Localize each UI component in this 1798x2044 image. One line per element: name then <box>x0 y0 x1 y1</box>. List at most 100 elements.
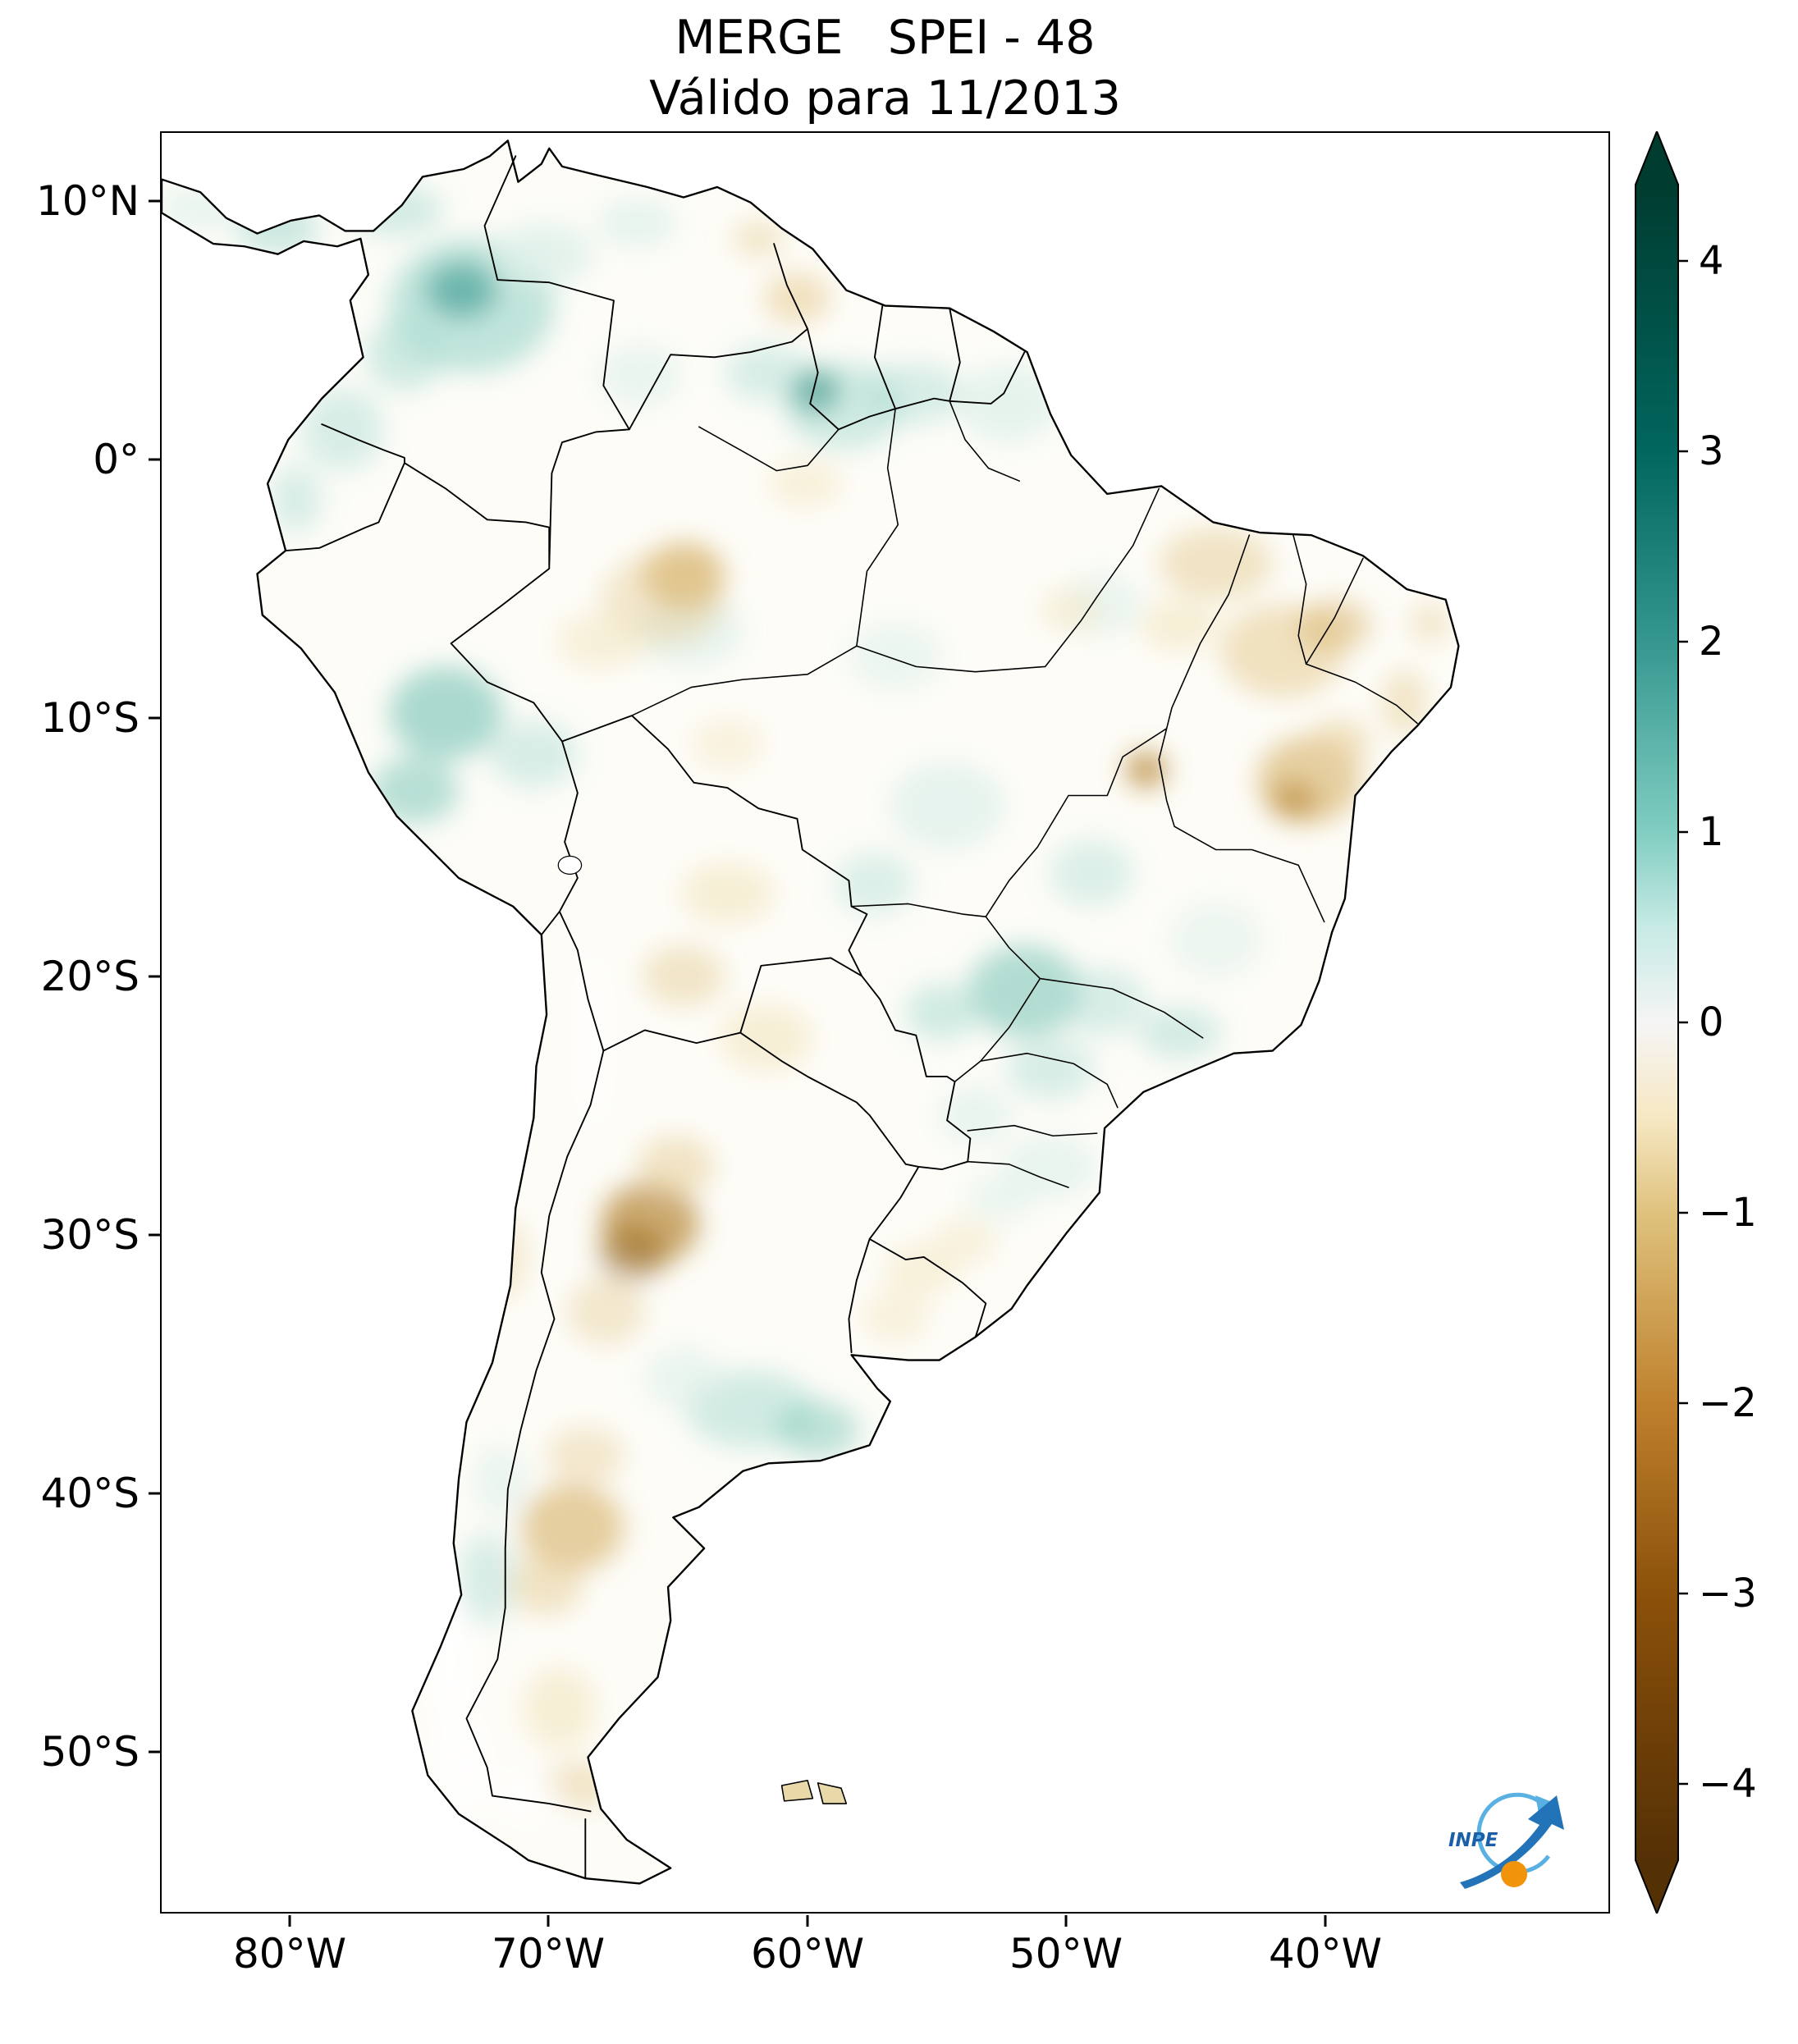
spei-blob <box>732 220 785 257</box>
spei-blob <box>162 184 242 231</box>
spei-blob <box>474 1445 526 1518</box>
spei-blob <box>776 1401 860 1459</box>
lat-tick-label-10n: 10°N <box>35 177 140 225</box>
spei-blob <box>556 612 645 670</box>
lon-tick-label-40w: 40°W <box>1268 1930 1383 1978</box>
spei-blob <box>934 1218 996 1265</box>
inpe-logo-graphic: INPE <box>1448 1792 1564 1889</box>
spei-blob <box>520 1484 624 1572</box>
spei-blob <box>1141 599 1219 652</box>
spei-blob <box>862 362 966 425</box>
lake-titicaca <box>557 855 583 875</box>
colorbar-tick-label-m1: −1 <box>1699 1190 1757 1236</box>
spei-blob <box>680 862 775 925</box>
logo-text: INPE <box>1448 1830 1498 1851</box>
spei-blob <box>720 1004 813 1072</box>
spei-blob <box>1409 601 1451 644</box>
spei-blob <box>1058 968 1146 1036</box>
south-america-map <box>162 133 1608 1912</box>
spei-blob <box>890 761 1004 850</box>
spei-blob <box>547 1427 624 1484</box>
spei-blob <box>598 1226 666 1283</box>
lat-tick-label-0: 0° <box>93 436 140 483</box>
spei-blob <box>905 983 978 1040</box>
spei-blob <box>471 1215 529 1299</box>
title-line1: MERGE SPEI - 48 <box>675 11 1096 65</box>
logo-orbit-arrowhead <box>1535 1795 1552 1813</box>
lat-tick-mark <box>149 975 160 978</box>
colorbar-tick-marks <box>1678 259 1688 1786</box>
spei-blob <box>389 666 503 760</box>
lat-tick-mark <box>149 716 160 720</box>
spei-blob <box>968 944 1082 1038</box>
spei-blob <box>1380 669 1428 737</box>
lat-tick-mark <box>149 199 160 203</box>
spei-blob <box>691 718 764 771</box>
colorbar-tick-label-3: 3 <box>1699 428 1724 474</box>
spei-blob <box>459 1533 516 1626</box>
spei-blob <box>862 1290 930 1342</box>
spei-blob <box>270 465 323 533</box>
inpe-logo: INPE <box>1440 1776 1592 1903</box>
colorbar-tick-label-m3: −3 <box>1699 1571 1757 1616</box>
spei-blob <box>371 757 460 825</box>
colorbar-tick-label-4: 4 <box>1699 238 1724 284</box>
lat-tick-label-40s: 40°S <box>40 1470 140 1517</box>
lat-tick-mark <box>149 1233 160 1237</box>
lat-tick-label-30s: 30°S <box>40 1211 140 1259</box>
spei-blob <box>637 1136 715 1198</box>
spei-blob <box>849 622 942 690</box>
spei-blob <box>365 318 444 391</box>
logo-sphere <box>1501 1861 1527 1887</box>
spei-blob <box>1138 1007 1221 1059</box>
lon-tick-mark <box>1324 1915 1327 1927</box>
spei-blob <box>510 1553 583 1616</box>
lon-tick-label-50w: 50°W <box>1009 1930 1123 1978</box>
spei-blob <box>301 388 384 471</box>
spei-blob <box>495 222 593 286</box>
spei-blob <box>1040 586 1102 633</box>
lon-tick-label-80w: 80°W <box>232 1930 347 1978</box>
spei-blob <box>489 720 578 789</box>
lat-tick-label-50s: 50°S <box>40 1728 140 1776</box>
spei-blob <box>425 262 498 319</box>
spei-blob <box>835 852 914 915</box>
spei-blob <box>1169 901 1263 979</box>
spei-blob <box>487 1772 565 1825</box>
lon-tick-label-60w: 60°W <box>750 1930 865 1978</box>
lat-tick-mark <box>149 458 160 461</box>
state-borders <box>631 400 1418 1188</box>
spei-blob <box>642 944 725 1008</box>
spei-blob <box>435 1716 487 1814</box>
colorbar-tick-label-1: 1 <box>1699 809 1724 855</box>
colorbar-body <box>1636 185 1678 1860</box>
map-plot-area: INPE <box>160 131 1610 1914</box>
spei-blob <box>1270 782 1317 819</box>
colorbar-tick-label-m4: −4 <box>1699 1761 1757 1807</box>
spei-blob <box>968 1174 1036 1221</box>
spei-blob <box>523 1667 596 1750</box>
colorbar-outline <box>1635 131 1679 1914</box>
title-line2: Válido para 11/2013 <box>649 71 1121 126</box>
spei-blob <box>574 955 611 1126</box>
spei-blob <box>567 1278 645 1345</box>
spei-blob <box>1125 752 1167 789</box>
lon-tick-mark <box>1064 1915 1068 1927</box>
lat-tick-label-20s: 20°S <box>40 953 140 1000</box>
spei-blob <box>725 344 808 401</box>
spei-blob <box>763 272 831 324</box>
spei-blob <box>959 364 1059 443</box>
spei-blob <box>1159 527 1273 600</box>
lon-tick-mark <box>806 1915 809 1927</box>
spei-blob <box>1298 599 1371 652</box>
lat-tick-label-10s: 10°S <box>40 694 140 742</box>
spei-blob <box>598 199 676 247</box>
colorbar-extend-bottom <box>1636 1860 1678 1914</box>
colorbar <box>1635 131 1688 1914</box>
spei-blob <box>1004 1136 1097 1198</box>
colorbar-tick-label-2: 2 <box>1699 619 1724 665</box>
plot-title: MERGE SPEI - 48 Válido para 11/2013 <box>160 10 1610 127</box>
spei-blob <box>939 1086 1012 1144</box>
colorbar-tick-label-0: 0 <box>1699 999 1724 1045</box>
island <box>817 1782 848 1804</box>
